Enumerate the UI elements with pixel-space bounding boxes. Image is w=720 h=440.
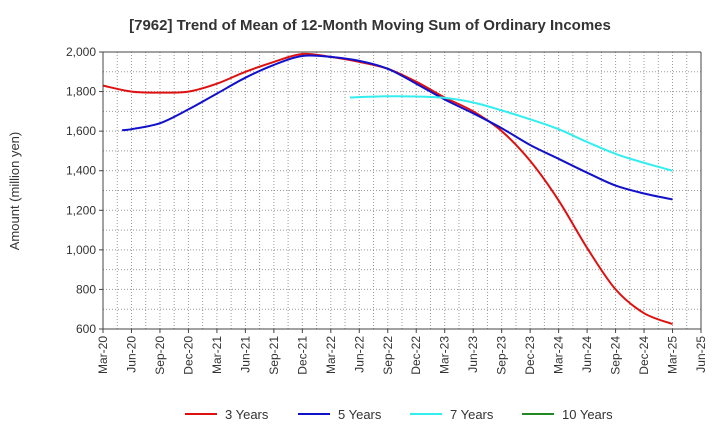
y-tick-label: 1,400 xyxy=(66,164,96,178)
grid xyxy=(103,52,701,329)
x-tick-label: Mar-22 xyxy=(324,336,338,374)
x-tick-label: Sep-21 xyxy=(267,336,281,375)
series-line-5-years xyxy=(121,54,673,201)
x-tick-label: Jun-21 xyxy=(238,336,252,373)
series-line-7-years xyxy=(349,95,673,172)
legend-label-5-years: 5 Years xyxy=(338,407,382,422)
x-tick-label: Jun-24 xyxy=(580,336,594,373)
y-tick-label: 1,000 xyxy=(66,243,96,257)
y-tick-label: 600 xyxy=(76,322,96,336)
x-tick-label: Jun-25 xyxy=(694,336,708,373)
x-tick-label: Dec-22 xyxy=(409,336,423,375)
x-tick-label: Mar-23 xyxy=(438,336,452,374)
legend-label-3-years: 3 Years xyxy=(225,407,269,422)
x-tick-label: Sep-24 xyxy=(609,336,623,375)
x-tick-label: Mar-20 xyxy=(96,336,110,374)
x-tick-label: Sep-22 xyxy=(381,336,395,375)
chart-title: [7962] Trend of Mean of 12-Month Moving … xyxy=(129,17,611,34)
y-tick-label: 1,600 xyxy=(66,124,96,138)
y-axis-label: Amount (million yen) xyxy=(7,132,22,251)
x-tick-label: Dec-23 xyxy=(523,336,537,375)
y-tick-label: 1,800 xyxy=(66,85,96,99)
x-tick-label: Dec-24 xyxy=(637,336,651,375)
y-tick-label: 2,000 xyxy=(66,45,96,59)
y-ticks: 600 800 1,000 1,200 1,400 1,600 1,800 2,000 xyxy=(66,45,103,336)
x-tick-label: Mar-21 xyxy=(210,336,224,374)
x-tick-label: Jun-22 xyxy=(352,336,366,373)
x-tick-label: Jun-23 xyxy=(466,336,480,373)
x-tick-label: Mar-25 xyxy=(666,336,680,374)
series-layer xyxy=(102,52,673,326)
x-tick-label: Sep-20 xyxy=(153,336,167,375)
x-tick-label: Mar-24 xyxy=(552,336,566,374)
legend-label-10-years: 10 Years xyxy=(562,407,613,422)
legend: 3 Years 5 Years 7 Years 10 Years xyxy=(185,407,613,422)
x-ticks: Mar-20 Jun-20 Sep-20 Dec-20 Mar-21 Jun-21 Sep-… xyxy=(96,329,708,375)
y-tick-label: 800 xyxy=(76,282,96,296)
x-tick-label: Dec-21 xyxy=(295,336,309,375)
x-tick-label: Jun-20 xyxy=(124,336,138,373)
x-tick-label: Sep-23 xyxy=(495,336,509,375)
legend-label-7-years: 7 Years xyxy=(450,407,494,422)
y-tick-label: 1,200 xyxy=(66,203,96,217)
x-tick-label: Dec-20 xyxy=(181,336,195,375)
